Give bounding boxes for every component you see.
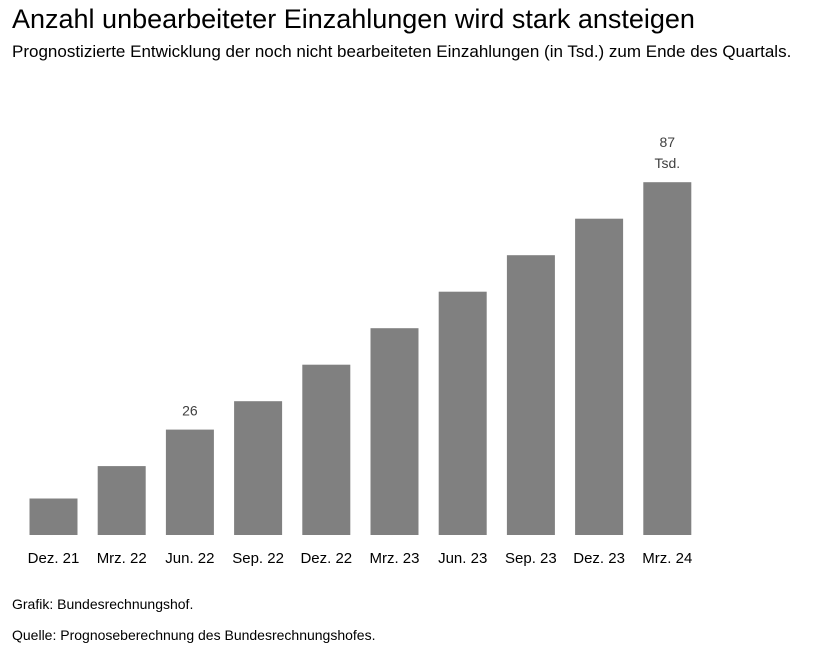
data-label: Tsd.	[654, 155, 680, 171]
data-label: 26	[182, 403, 198, 419]
data-label: 87	[660, 134, 676, 150]
bar-2	[165, 429, 214, 535]
bar-chart: Dez. 21 Mrz. 22 Jun. 22 26 Sep. 22 Dez. 22 Mrz…	[28, 134, 693, 567]
x-tick-label: Sep. 23	[505, 550, 557, 567]
x-tick-label: Dez. 22	[300, 550, 352, 567]
chart-source: Quelle: Prognoseberechnung des Bundesrec…	[12, 627, 376, 643]
x-tick-label: Jun. 23	[438, 550, 487, 567]
x-tick-label: Mrz. 23	[369, 550, 419, 567]
x-tick-label: Jun. 22	[165, 550, 214, 567]
bar-1	[97, 466, 146, 535]
x-tick-label: Mrz. 24	[642, 550, 692, 567]
chart-subtitle: Prognostizierte Entwicklung der noch nic…	[12, 42, 792, 61]
bar-3	[234, 401, 283, 535]
x-tick-label: Sep. 22	[232, 550, 284, 567]
bar-8	[575, 218, 624, 535]
x-tick-label: Dez. 21	[28, 550, 80, 567]
bar-7	[506, 255, 555, 535]
bar-0	[29, 498, 78, 535]
bar-4	[302, 364, 351, 535]
bar-6	[438, 291, 487, 535]
chart-title: Anzahl unbearbeiteter Einzahlungen wird …	[12, 4, 695, 34]
x-tick-label: Mrz. 22	[97, 550, 147, 567]
bar-5	[370, 328, 419, 535]
x-tick-label: Dez. 23	[573, 550, 625, 567]
chart-credit: Grafik: Bundesrechnungshof.	[12, 596, 194, 612]
bar-9	[643, 182, 692, 535]
